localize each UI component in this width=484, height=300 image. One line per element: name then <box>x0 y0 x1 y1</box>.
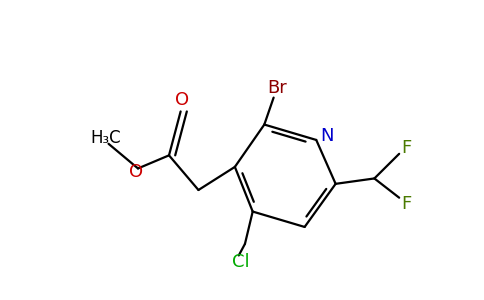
Text: H₃C: H₃C <box>90 129 121 147</box>
Text: O: O <box>175 91 189 109</box>
Text: F: F <box>401 139 411 157</box>
Text: O: O <box>129 163 143 181</box>
Text: N: N <box>320 127 334 145</box>
Text: F: F <box>401 195 411 213</box>
Text: Br: Br <box>268 80 287 98</box>
Text: Cl: Cl <box>232 254 250 272</box>
